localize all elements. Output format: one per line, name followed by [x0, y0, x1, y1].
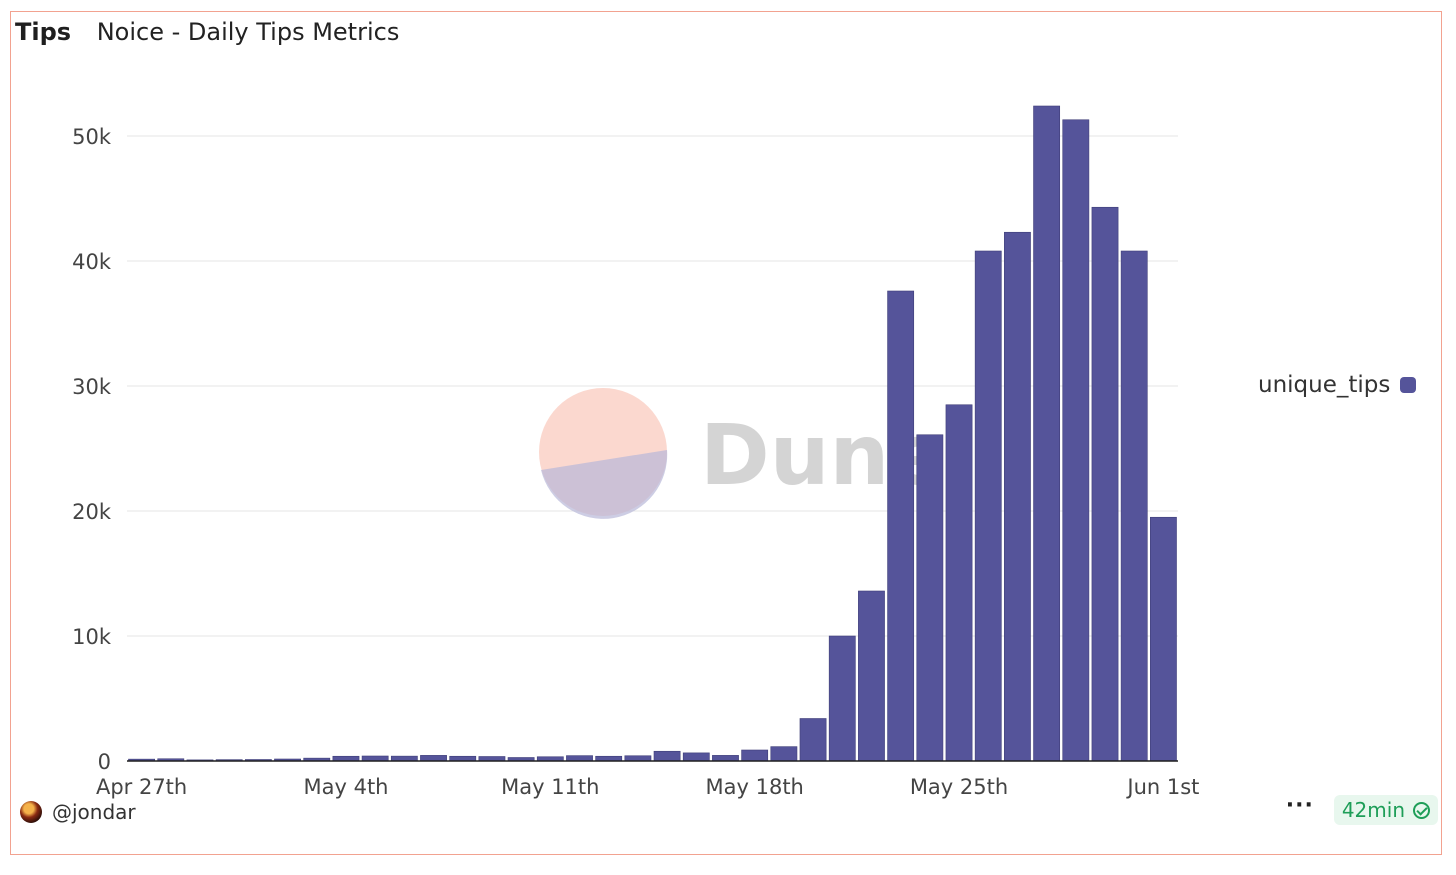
footer-actions: ··· 42min: [1286, 795, 1438, 825]
bar[interactable]: [1062, 119, 1090, 762]
bar[interactable]: [770, 746, 798, 762]
bar[interactable]: [566, 755, 593, 762]
x-tick-label: May 25th: [910, 775, 1008, 799]
y-tick-label: 50k: [72, 125, 112, 149]
dune-watermark: Dune: [539, 388, 946, 519]
author-name: @jondar: [52, 800, 136, 824]
bar[interactable]: [1004, 231, 1031, 762]
tab-tips[interactable]: Tips: [15, 18, 72, 46]
bar[interactable]: [712, 755, 739, 762]
bar[interactable]: [974, 250, 1002, 762]
bar[interactable]: [624, 755, 652, 762]
x-tick-label: May 11th: [501, 775, 599, 799]
y-tick-label: 40k: [72, 250, 112, 274]
y-tick-label: 10k: [72, 625, 112, 649]
bar[interactable]: [916, 434, 944, 762]
author[interactable]: @jondar: [20, 800, 136, 824]
bar[interactable]: [887, 290, 915, 762]
bar[interactable]: [858, 590, 885, 762]
bar[interactable]: [653, 750, 681, 762]
bar[interactable]: [799, 718, 827, 762]
bar[interactable]: [945, 404, 973, 762]
bar[interactable]: [1033, 105, 1061, 762]
x-tick-label: Apr 27th: [96, 775, 187, 799]
y-tick-label: 30k: [72, 375, 112, 399]
grid-lines: [127, 135, 1178, 637]
x-tick-label: Jun 1st: [1125, 775, 1199, 799]
more-icon[interactable]: ···: [1285, 793, 1314, 818]
bar[interactable]: [682, 752, 710, 762]
chart-title: Noice - Daily Tips Metrics: [96, 18, 400, 46]
legend-swatch: [1400, 377, 1417, 393]
y-tick-label: 0: [98, 750, 111, 774]
chart-header: Tips Noice - Daily Tips Metrics: [15, 18, 399, 46]
bars: [128, 105, 1177, 762]
bar[interactable]: [1120, 250, 1148, 762]
x-tick-label: May 18th: [706, 775, 804, 799]
chart-card: [10, 11, 1442, 855]
y-tick-label: 20k: [72, 500, 112, 524]
refresh-badge[interactable]: 42min: [1333, 795, 1438, 825]
bar[interactable]: [828, 635, 856, 762]
y-axis: 0 10k 20k 30k 40k 50k: [72, 125, 112, 774]
legend-label: unique_tips: [1258, 372, 1391, 398]
x-tick-label: May 4th: [304, 775, 389, 799]
watermark-circle-bottom: [541, 450, 668, 519]
avatar: [20, 801, 42, 823]
x-axis: Apr 27th May 4th May 11th May 18th May 25th J…: [96, 760, 1199, 799]
bar[interactable]: [1091, 206, 1119, 762]
bar[interactable]: [1150, 516, 1177, 762]
legend[interactable]: unique_tips: [1258, 372, 1417, 398]
bar[interactable]: [420, 755, 447, 762]
refresh-label: 42min: [1341, 798, 1405, 822]
check-circle-icon: [1413, 801, 1430, 819]
bar[interactable]: [741, 749, 769, 762]
